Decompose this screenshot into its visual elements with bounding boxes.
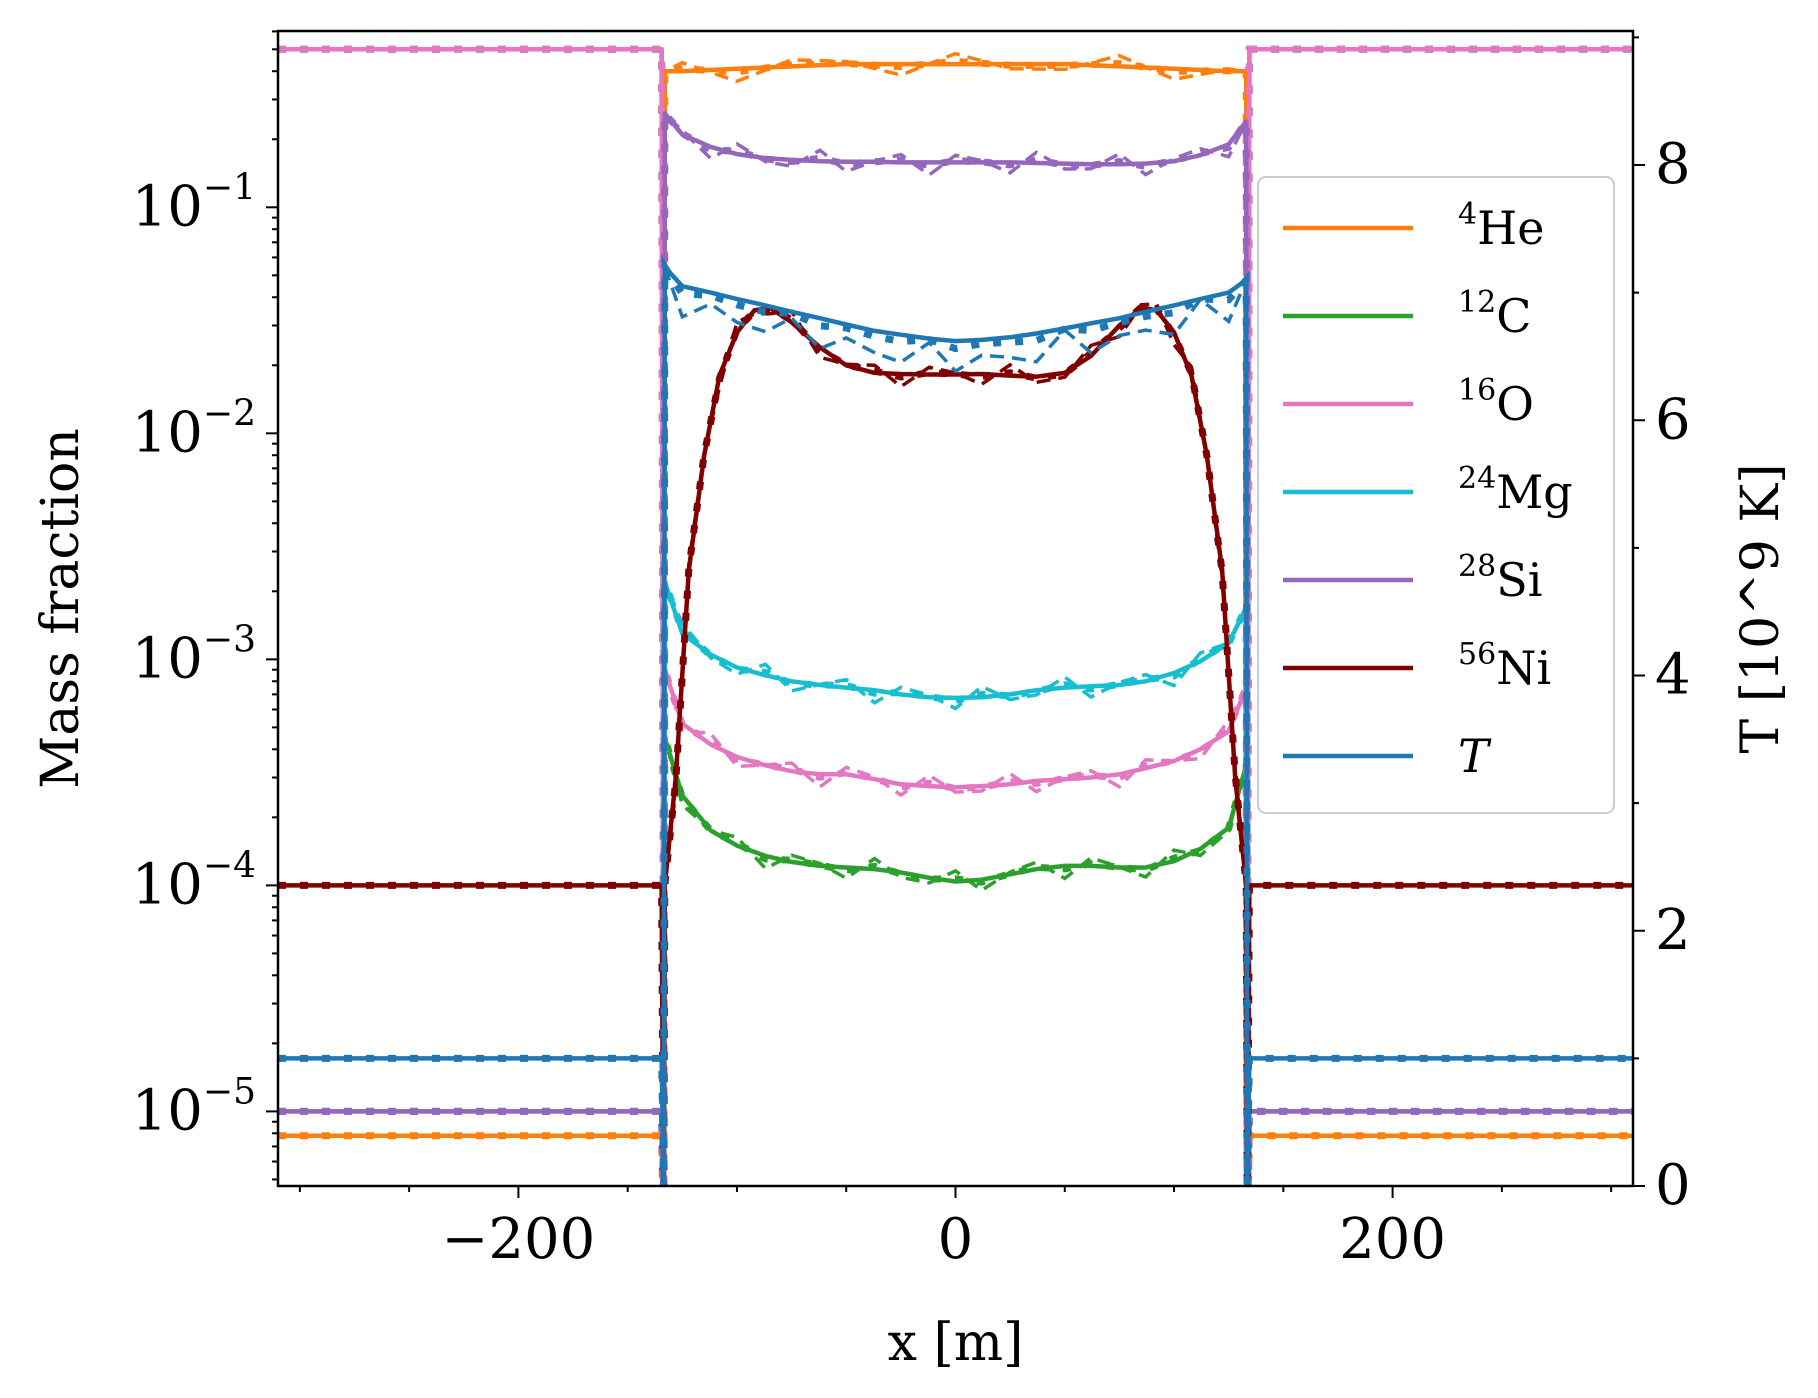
x-axis: −200 0 200: [298, 1186, 1613, 1272]
series-mg24: [278, 579, 1633, 1186]
x-tick-label: 200: [1339, 1207, 1446, 1272]
series-T-dashed: [278, 266, 1633, 1186]
series-ni56: [278, 302, 1633, 1186]
y-left-tick-label: 10−5: [132, 1071, 256, 1143]
y-right-label-text: T [10^9 K]: [1731, 464, 1791, 754]
series-T: [278, 255, 1633, 1186]
legend-label: 12C: [1458, 285, 1531, 343]
series-si28: [278, 104, 1633, 1186]
x-tick-label: 0: [938, 1207, 974, 1272]
legend-label: T: [1458, 729, 1492, 783]
legend-label: 24Mg: [1458, 461, 1573, 519]
series-si28-dashed: [278, 109, 1633, 1186]
series-T-dotted: [278, 255, 1633, 1186]
legend: 4He 12C 16O 24Mg 28Si 56Ni T: [1257, 176, 1615, 814]
legend-label: 16O: [1458, 373, 1534, 431]
y-left-tick-label: 10−2: [132, 393, 256, 465]
y-right-tick-label: 0: [1655, 1153, 1691, 1218]
legend-label: 56Ni: [1458, 637, 1551, 695]
x-axis-label: x [m]: [888, 1313, 1024, 1373]
y-right-tick-label: 6: [1655, 387, 1691, 452]
legend-label: 4He: [1458, 197, 1544, 255]
legend-box: [1257, 176, 1615, 814]
series-layer: [278, 45, 1633, 1186]
y-axis-left-label: Mass fraction: [31, 428, 91, 789]
series-o16: [278, 45, 1633, 1186]
legend-item-ni56: 56Ni: [1283, 637, 1551, 695]
legend-label: 28Si: [1458, 549, 1542, 607]
y-right-tick-label: 4: [1655, 643, 1691, 708]
y-axis-right: 0 2 4 6 8: [1633, 36, 1691, 1218]
x-label-text: x [m]: [888, 1313, 1024, 1373]
y-left-label-text: Mass fraction: [31, 428, 91, 789]
legend-item-T: T: [1283, 729, 1492, 783]
series-c12-dotted: [278, 45, 1633, 1186]
series-mg24-dashed: [278, 581, 1633, 1186]
series-c12: [278, 45, 1633, 1186]
y-axis-right-label: T [10^9 K]: [1731, 464, 1791, 754]
y-right-tick-label: 2: [1655, 898, 1691, 963]
legend-item-o16: 16O: [1283, 373, 1534, 431]
y-axis-left: 10−1 10−2 10−3 10−4 10−5: [132, 30, 278, 1181]
series-ni56-dotted: [278, 303, 1633, 1186]
legend-item-si28: 28Si: [1283, 549, 1542, 607]
x-tick-label: −200: [441, 1207, 595, 1272]
legend-item-he4: 4He: [1283, 197, 1544, 255]
series-c12-dashed: [278, 47, 1633, 1186]
y-left-tick-label: 10−4: [132, 845, 256, 917]
legend-item-c12: 12C: [1283, 285, 1531, 343]
y-left-tick-label: 10−3: [132, 619, 256, 691]
y-left-tick-label: 10−1: [132, 167, 256, 239]
y-right-tick-label: 8: [1655, 132, 1691, 197]
legend-item-mg24: 24Mg: [1283, 461, 1573, 519]
